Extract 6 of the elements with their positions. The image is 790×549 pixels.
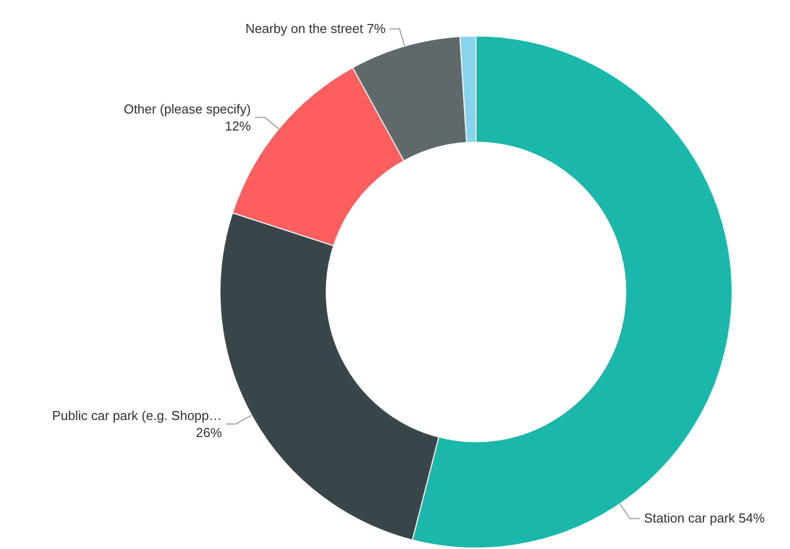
- slice-label: Nearby on the street 7%: [245, 20, 386, 36]
- data-label: 26%: [196, 425, 222, 440]
- slice-label: Other (please specify): [124, 101, 251, 116]
- slice-label: Station car park 54%: [644, 510, 766, 526]
- data-label: 12%: [224, 118, 252, 134]
- slice-label: Public car park (e.g. Shopp…: [52, 408, 222, 423]
